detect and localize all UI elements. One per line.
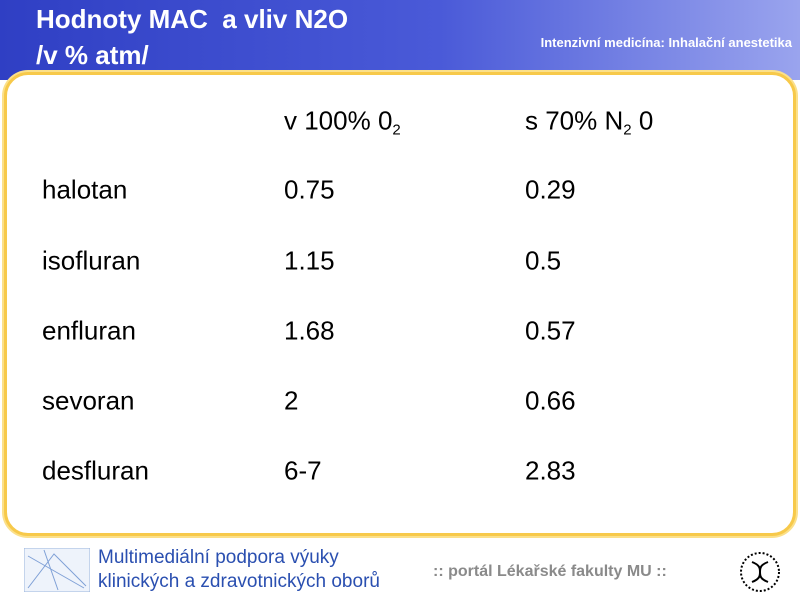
value-cell: 0.29 xyxy=(525,174,576,205)
header-bar: Hodnoty MAC a vliv N2O /v % atm/ Intenzi… xyxy=(0,0,800,80)
row-label: sevoran xyxy=(42,385,135,416)
portal-text: :: portál Lékařské fakulty MU :: xyxy=(433,563,667,580)
value-cell: 2 xyxy=(284,385,299,416)
header-text: 0 xyxy=(631,105,654,136)
value-cell: 1.68 xyxy=(284,315,335,346)
brand: Multimediální podpora výuky klinických a… xyxy=(98,546,380,594)
value-cell: 0.75 xyxy=(284,174,335,205)
row-label: halotan xyxy=(42,174,128,205)
faculty-logo xyxy=(740,552,780,592)
value-cell: 1.15 xyxy=(284,245,335,276)
row-label: isofluran xyxy=(42,245,141,276)
value-cell: 2.83 xyxy=(525,455,576,486)
header-text: s 70% N xyxy=(525,105,624,136)
content-box xyxy=(4,72,796,536)
brand-logo xyxy=(24,548,90,592)
title-line: Hodnoty MAC a vliv N2O xyxy=(36,4,349,34)
subtitle: Intenzivní medicína: Inhalační anestetik… xyxy=(540,35,792,50)
value-cell: 0.5 xyxy=(525,245,562,276)
header-text: v 100% 0 xyxy=(284,105,393,136)
title-line: /v % atm/ xyxy=(36,40,149,70)
row-label: desfluran xyxy=(42,455,149,486)
subscript: 2 xyxy=(392,121,401,139)
row-label: enfluran xyxy=(42,315,136,346)
brand-line: klinických a zdravotnických oborů xyxy=(98,571,380,592)
value-cell: 6-7 xyxy=(284,455,322,486)
value-cell: 0.66 xyxy=(525,385,576,416)
header-cell: s 70% N2 0 xyxy=(525,106,653,139)
subscript: 2 xyxy=(623,121,632,139)
brand-line: Multimediální podpora výuky xyxy=(98,547,339,568)
value-cell: 0.57 xyxy=(525,315,576,346)
header-cell: v 100% 02 xyxy=(284,106,401,139)
